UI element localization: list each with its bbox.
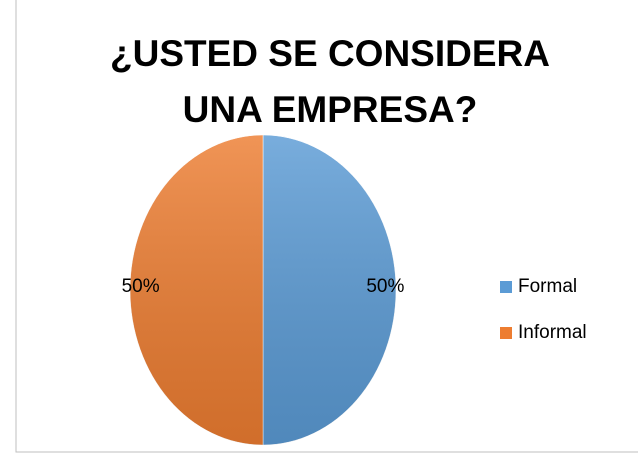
slice-shade	[263, 135, 396, 445]
legend-swatch	[500, 327, 512, 339]
legend-swatch	[500, 281, 512, 293]
data-label: 50%	[122, 276, 160, 297]
data-label: 50%	[366, 276, 404, 297]
slice-shade	[130, 135, 263, 445]
chart-border	[15, 0, 638, 453]
chart-title: ¿USTED SE CONSIDERA UNA EMPRESA?	[110, 33, 550, 130]
legend-label: Informal	[518, 322, 587, 343]
legend-label: Formal	[518, 276, 577, 297]
